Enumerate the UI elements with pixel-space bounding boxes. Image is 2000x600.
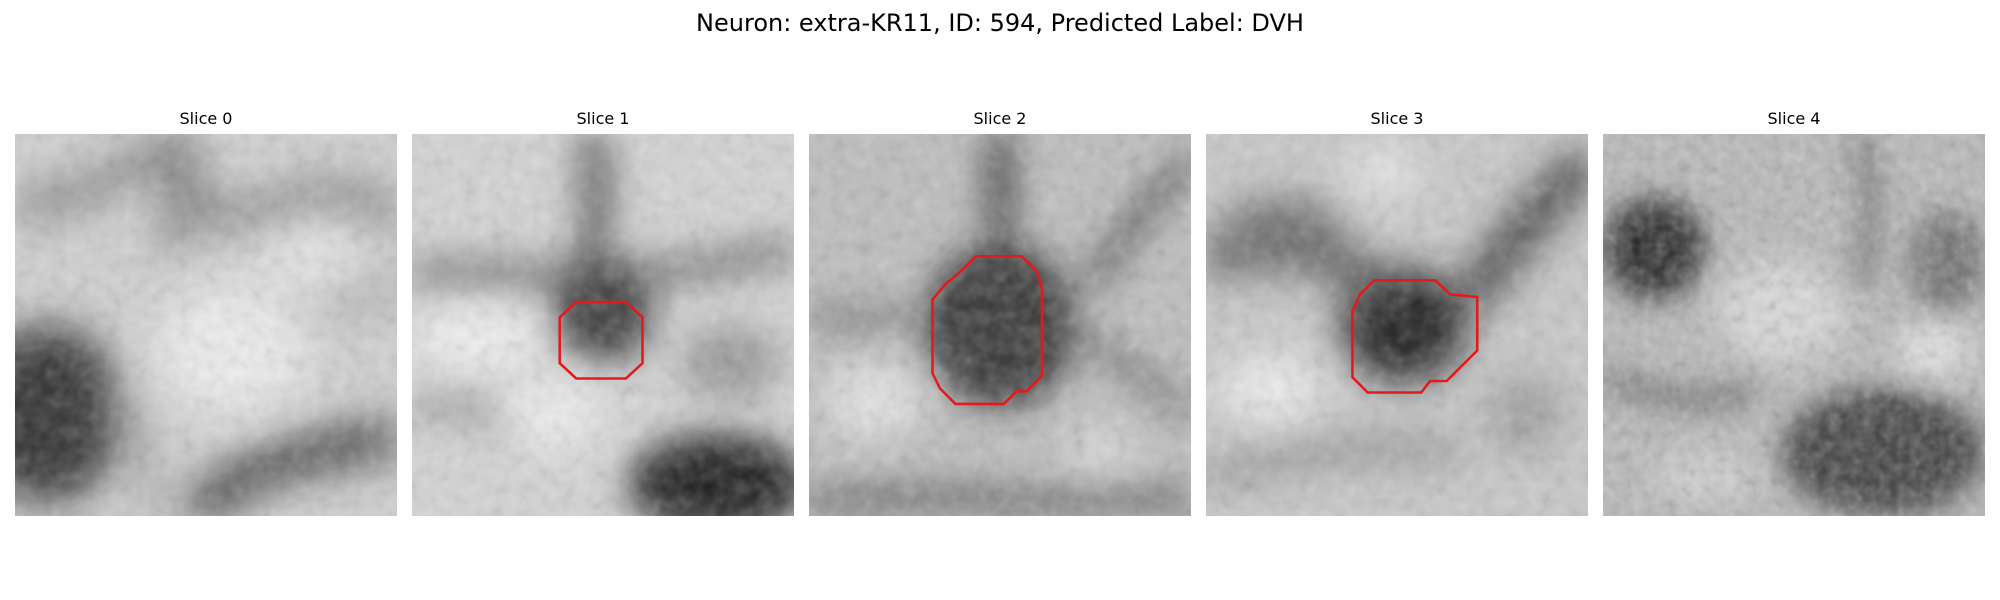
slice-title-4: Slice 4 <box>1767 109 1821 128</box>
slice-panel-2: Slice 2 <box>809 108 1191 520</box>
slice-image-2 <box>809 134 1191 516</box>
slice-panel-1: Slice 1 <box>412 108 794 520</box>
slice-title-3: Slice 3 <box>1370 109 1424 128</box>
slice-image-0 <box>15 134 397 516</box>
slice-image-1 <box>412 134 794 516</box>
slice-panel-3: Slice 3 <box>1206 108 1588 520</box>
slice-panel-0: Slice 0 <box>15 108 397 520</box>
slice-image-3 <box>1206 134 1588 516</box>
figure-title: Neuron: extra-KR11, ID: 594, Predicted L… <box>696 9 1304 37</box>
slice-title-1: Slice 1 <box>576 109 630 128</box>
slice-panel-4: Slice 4 <box>1603 108 1985 520</box>
roi-outline <box>1351 279 1479 394</box>
slice-title-0: Slice 0 <box>179 109 233 128</box>
roi-outline <box>931 254 1044 406</box>
roi-outline <box>558 300 644 380</box>
slice-title-2: Slice 2 <box>973 109 1027 128</box>
slice-image-4 <box>1603 134 1985 516</box>
